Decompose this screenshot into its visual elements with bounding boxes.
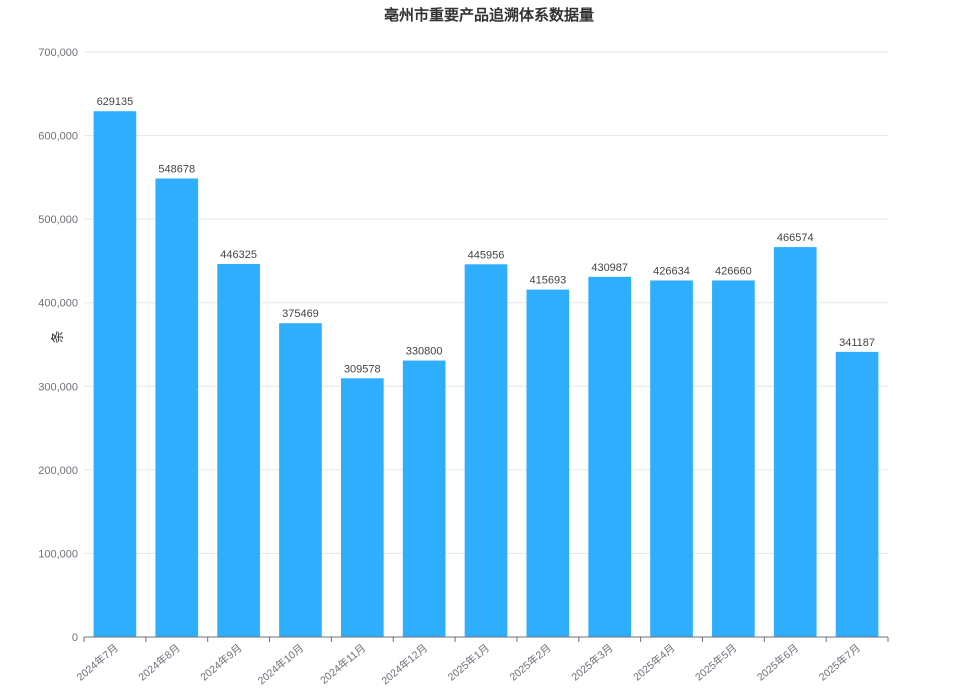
data-label: 330800	[406, 346, 443, 358]
data-label: 426634	[653, 265, 690, 277]
bar	[774, 247, 817, 637]
bar	[588, 277, 631, 637]
y-tick-label: 500,000	[38, 214, 78, 226]
x-tick-label: 2024年11月	[318, 641, 369, 686]
x-tick-label: 2025年3月	[569, 641, 616, 683]
x-tick-label: 2024年8月	[136, 641, 183, 683]
data-label: 445956	[468, 249, 505, 261]
bar	[527, 290, 570, 637]
y-tick-label: 200,000	[38, 465, 78, 477]
data-label: 430987	[591, 262, 628, 274]
y-axis-ticks: 0 100,000 200,000 300,000 400,000 500,000 600,…	[38, 47, 78, 644]
data-label: 548678	[158, 163, 195, 175]
data-label: 466574	[777, 232, 814, 244]
x-tick-label: 2025年6月	[754, 641, 801, 683]
chart-title: 亳州市重要产品追溯体系数据量	[384, 6, 594, 24]
data-label: 375469	[282, 308, 319, 320]
data-label: 629135	[97, 96, 134, 108]
bar	[94, 111, 137, 637]
x-tick-label: 2025年1月	[445, 641, 492, 683]
bar	[279, 323, 322, 637]
data-label: 426660	[715, 265, 752, 277]
y-tick-label: 600,000	[38, 131, 78, 143]
y-tick-label: 400,000	[38, 298, 78, 310]
data-label: 446325	[220, 249, 257, 261]
bar	[403, 361, 446, 637]
x-tick-label: 2025年5月	[692, 641, 739, 683]
x-tick-label: 2025年7月	[816, 641, 863, 683]
bars	[94, 111, 879, 637]
bar	[836, 352, 879, 637]
bar	[650, 280, 693, 637]
x-tick-label: 2025年2月	[507, 641, 554, 683]
x-tick-label: 2025年4月	[631, 641, 678, 683]
data-label: 341187	[839, 337, 875, 349]
bar	[465, 264, 508, 637]
y-tick-label: 0	[72, 632, 78, 644]
data-label: 309578	[344, 363, 381, 375]
x-axis-ticks: 2024年7月 2024年8月 2024年9月 2024年10月 2024年11月 202…	[74, 637, 888, 687]
bar	[217, 264, 260, 637]
bar	[712, 280, 755, 637]
y-tick-label: 700,000	[38, 47, 78, 59]
x-tick-label: 2024年9月	[198, 641, 245, 683]
y-tick-label: 300,000	[38, 381, 78, 393]
y-tick-label: 100,000	[38, 548, 78, 560]
bar	[155, 178, 198, 637]
x-tick-label: 2024年10月	[255, 641, 306, 687]
y-axis-label: 条	[50, 330, 66, 343]
x-tick-label: 2024年12月	[379, 641, 430, 687]
data-label: 415693	[529, 275, 566, 287]
bar	[341, 378, 384, 637]
x-tick-label: 2024年7月	[74, 641, 121, 683]
